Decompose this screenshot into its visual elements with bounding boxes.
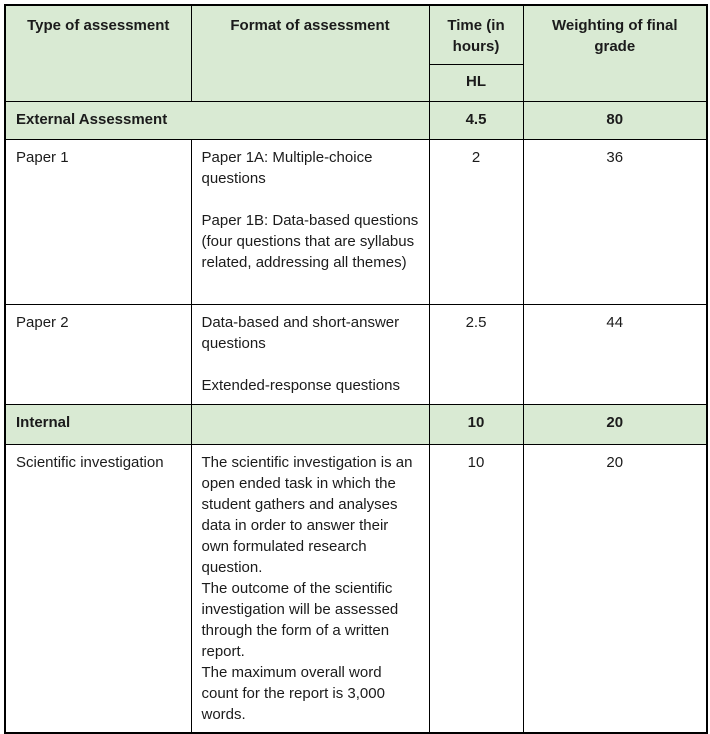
- scientific-format-para-2: The outcome of the scientific investigat…: [201, 580, 399, 660]
- scientific-format-para-1: The scientific investigation is an open …: [201, 454, 413, 576]
- paper-2-type: Paper 2: [4, 304, 192, 405]
- header-format-of-assessment: Format of assessment: [190, 4, 430, 102]
- paper-2-format-para-2: Extended-response questions: [201, 377, 400, 394]
- internal-label: Internal: [4, 404, 192, 445]
- scientific-investigation-weighting: 20: [522, 444, 708, 734]
- paper-2-format: Data-based and short-answer questions Ex…: [190, 304, 430, 405]
- header-type-of-assessment: Type of assessment: [4, 4, 192, 102]
- external-assessment-label: External Assessment: [4, 101, 430, 140]
- external-assessment-time: 4.5: [428, 101, 524, 140]
- internal-weighting: 20: [522, 404, 708, 445]
- external-assessment-weighting: 80: [522, 101, 708, 140]
- row-external-assessment: External Assessment 4.5 80: [4, 101, 708, 140]
- scientific-format-para-3: The maximum overall word count for the r…: [201, 664, 385, 723]
- header-subrow: HL: [5, 64, 707, 102]
- scientific-investigation-type: Scientific investigation: [4, 444, 192, 734]
- paper-1-format-para-1b: Paper 1B: Data-based questions (four que…: [201, 212, 419, 271]
- header-weighting-of-final-grade: Weighting of final grade: [522, 4, 708, 102]
- paper-1-time: 2: [428, 139, 524, 305]
- header-level-hl: HL: [428, 64, 524, 102]
- internal-time: 10: [428, 404, 524, 445]
- paper-1-weighting: 36: [522, 139, 708, 305]
- row-paper-2: Paper 2 Data-based and short-answer ques…: [4, 304, 708, 405]
- header-time-in-hours: Time (in hours): [428, 4, 524, 65]
- scientific-investigation-time: 10: [428, 444, 524, 734]
- paper-2-time: 2.5: [428, 304, 524, 405]
- paper-1-type: Paper 1: [4, 139, 192, 305]
- scientific-investigation-format: The scientific investigation is an open …: [190, 444, 430, 734]
- row-paper-1: Paper 1 Paper 1A: Multiple-choice questi…: [4, 139, 708, 305]
- assessment-overview-table: Type of assessment Format of assessment …: [4, 4, 708, 734]
- internal-format-empty: [190, 404, 430, 445]
- header-row: Type of assessment Format of assessment …: [4, 4, 708, 102]
- paper-1-format-para-1a: Paper 1A: Multiple-choice questions: [201, 149, 373, 187]
- row-scientific-investigation: Scientific investigation The scientific …: [4, 444, 708, 734]
- paper-2-weighting: 44: [522, 304, 708, 405]
- row-internal: Internal 10 20: [4, 404, 708, 445]
- paper-2-format-para-1: Data-based and short-answer questions: [201, 314, 400, 352]
- paper-1-format: Paper 1A: Multiple-choice questions Pape…: [190, 139, 430, 305]
